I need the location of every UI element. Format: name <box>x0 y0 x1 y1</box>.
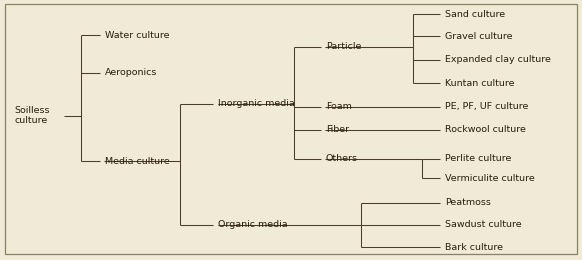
Text: Organic media: Organic media <box>218 220 288 229</box>
Text: Fiber: Fiber <box>326 126 349 134</box>
Text: Gravel culture: Gravel culture <box>445 32 513 41</box>
Text: Inorganic media: Inorganic media <box>218 100 295 108</box>
Text: Soilless
culture: Soilless culture <box>15 106 50 125</box>
Text: Kuntan culture: Kuntan culture <box>445 79 514 88</box>
Text: Particle: Particle <box>326 42 361 51</box>
Text: Aeroponics: Aeroponics <box>105 68 157 77</box>
Text: Foam: Foam <box>326 102 352 111</box>
Text: Expanded clay culture: Expanded clay culture <box>445 55 551 64</box>
Text: Vermiculite culture: Vermiculite culture <box>445 174 535 183</box>
Text: Perlite culture: Perlite culture <box>445 154 512 163</box>
Text: Others: Others <box>326 154 358 163</box>
Text: Media culture: Media culture <box>105 157 169 166</box>
Text: Bark culture: Bark culture <box>445 243 503 251</box>
Text: Sawdust culture: Sawdust culture <box>445 220 522 229</box>
Text: Sand culture: Sand culture <box>445 10 505 19</box>
Text: Peatmoss: Peatmoss <box>445 198 491 207</box>
Text: Rockwool culture: Rockwool culture <box>445 126 526 134</box>
Text: Water culture: Water culture <box>105 31 169 40</box>
Text: PE, PF, UF culture: PE, PF, UF culture <box>445 102 528 111</box>
